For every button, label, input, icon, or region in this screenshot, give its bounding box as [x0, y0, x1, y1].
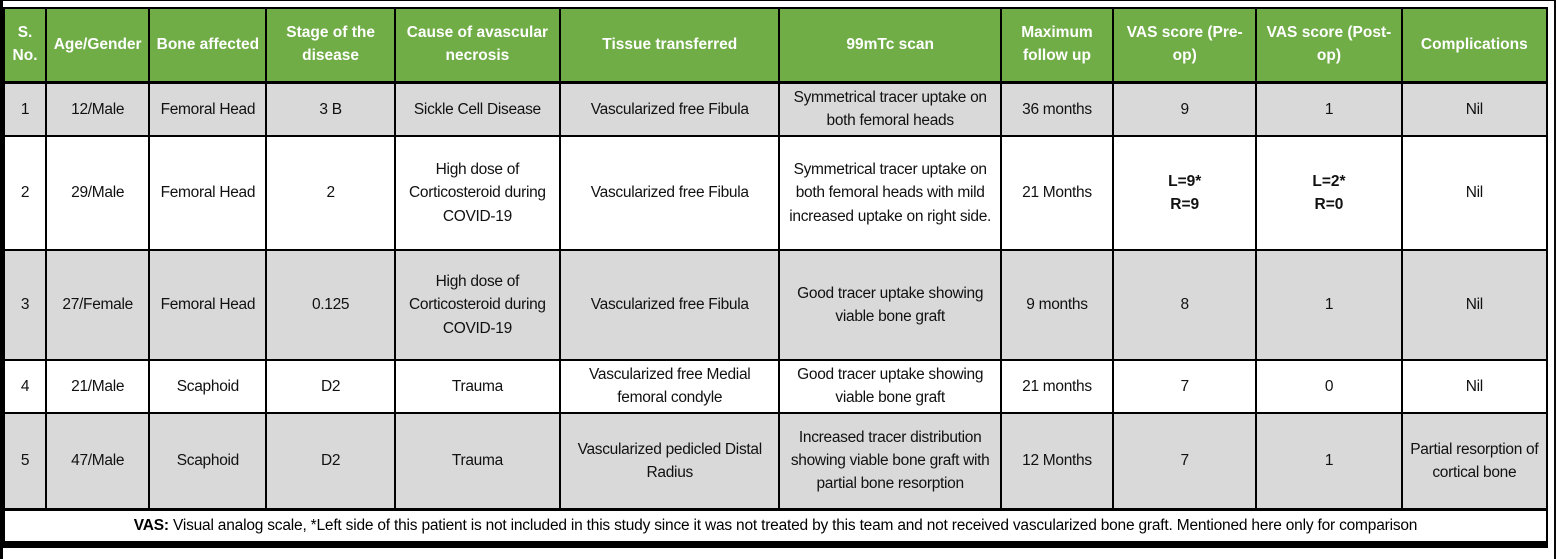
table-cell: High dose of Corticosteroid during COVID…	[393, 249, 562, 361]
table-cell: Nil	[1400, 249, 1549, 361]
table-cell: 2	[3, 135, 48, 251]
table-cell: 3	[3, 249, 48, 361]
table-cell: L=9* R=9	[1112, 135, 1258, 251]
table-cell: 4	[3, 359, 48, 414]
table-cell: Vascularized free Fibula	[559, 135, 781, 251]
table-cell: 47/Male	[45, 411, 151, 511]
table-cell: 1	[1255, 411, 1403, 511]
table-cell: Femoral Head	[148, 249, 268, 361]
table-cell: 2	[265, 135, 396, 251]
table-cell: 1	[3, 81, 48, 137]
table-cell: 27/Female	[45, 249, 151, 361]
table-cell: Vascularized free Medial femoral condyle	[559, 359, 781, 414]
table-row: 2 29/Male Femoral Head 2 High dose of Cortic…	[3, 135, 1549, 251]
table-cell: Sickle Cell Disease	[393, 81, 562, 137]
table-cell: Vascularized free Fibula	[559, 249, 781, 361]
table-cell: Vascularized free Fibula	[559, 81, 781, 137]
table-cell: D2	[265, 411, 396, 511]
table-cell: Good tracer uptake showing viable bone g…	[778, 249, 1002, 361]
table-cell: 12 Months	[999, 411, 1115, 511]
table-cell: High dose of Corticosteroid during COVID…	[393, 135, 562, 251]
column-header-5: Cause of avascular necrosis	[393, 7, 562, 84]
top-margin-strip	[3, 1, 1548, 7]
footnote-vas-label: VAS:	[133, 517, 169, 534]
column-header-10: VAS score (Post-op)	[1255, 7, 1403, 84]
footnote-row: VAS: Visual analog scale, *Left side of …	[3, 508, 1548, 546]
table-cell: 3 B	[265, 81, 396, 137]
column-header-7: 99mTc scan	[778, 7, 1002, 84]
footnote-cell: VAS: Visual analog scale, *Left side of …	[3, 508, 1548, 546]
table-cell: 21/Male	[45, 359, 151, 414]
table-cell: 8	[1112, 249, 1258, 361]
column-header-2: Age/Gender	[45, 7, 151, 84]
table-row: 5 47/Male Scaphoid D2 Trauma Vascularized ped…	[3, 411, 1549, 511]
header-row: S. No. Age/Gender Bone affected Stage of th…	[3, 7, 1549, 84]
table-row: 4 21/Male Scaphoid D2 Trauma Vascularized fre…	[3, 359, 1549, 414]
table-cell: 1	[1255, 249, 1403, 361]
table-cell: 9	[1112, 81, 1258, 137]
table-cell: 21 months	[999, 359, 1115, 414]
patients-table: S. No. Age/Gender Bone affected Stage of th…	[3, 7, 1549, 548]
table-cell: 21 Months	[999, 135, 1115, 251]
table-cell: 9 months	[999, 249, 1115, 361]
table-cell: 29/Male	[45, 135, 151, 251]
table-cell: Nil	[1400, 81, 1549, 137]
column-header-11: Complications	[1400, 7, 1549, 84]
table-cell: 1	[1255, 81, 1403, 137]
column-header-6: Tissue transferred	[559, 7, 781, 84]
table-row: 1 12/Male Femoral Head 3 B Sickle Cell Disea…	[3, 81, 1549, 137]
table-cell: 36 months	[999, 81, 1115, 137]
column-header-3: Bone affected	[148, 7, 268, 84]
table-cell: 7	[1112, 359, 1258, 414]
table-cell: Symmetrical tracer uptake on both femora…	[778, 135, 1002, 251]
table-cell: Increased tracer distribution showing vi…	[778, 411, 1002, 511]
table-cell: Trauma	[393, 359, 562, 414]
table-cell: D2	[265, 359, 396, 414]
table-cell: Femoral Head	[148, 135, 268, 251]
table-cell: Trauma	[393, 411, 562, 511]
table-cell: Femoral Head	[148, 81, 268, 137]
column-header-4: Stage of the disease	[265, 7, 396, 84]
table-cell: 12/Male	[45, 81, 151, 137]
table-cell: Scaphoid	[148, 359, 268, 414]
table-cell: L=2* R=0	[1255, 135, 1403, 251]
column-header-9: VAS score (Pre-op)	[1112, 7, 1258, 84]
table-cell: 5	[3, 411, 48, 511]
table-cell: Vascularized pedicled Distal Radius	[559, 411, 781, 511]
table-cell: 7	[1112, 411, 1258, 511]
table-cell: Scaphoid	[148, 411, 268, 511]
table-cell: Partial resorption of cortical bone	[1400, 411, 1549, 511]
table-cell: 0.125	[265, 249, 396, 361]
table-cell: Nil	[1400, 359, 1549, 414]
table-row: 3 27/Female Femoral Head 0.125 High dose of …	[3, 249, 1549, 361]
table-cell: Nil	[1400, 135, 1549, 251]
table-cell: Symmetrical tracer uptake on both femora…	[778, 81, 1002, 137]
footnote-text: Visual analog scale, *Left side of this …	[168, 517, 1418, 534]
table-cell: Good tracer uptake showing viable bone g…	[778, 359, 1002, 414]
table-cell: 0	[1255, 359, 1403, 414]
column-header-8: Maximum follow up	[999, 7, 1115, 84]
column-header-1: S. No.	[3, 7, 48, 84]
